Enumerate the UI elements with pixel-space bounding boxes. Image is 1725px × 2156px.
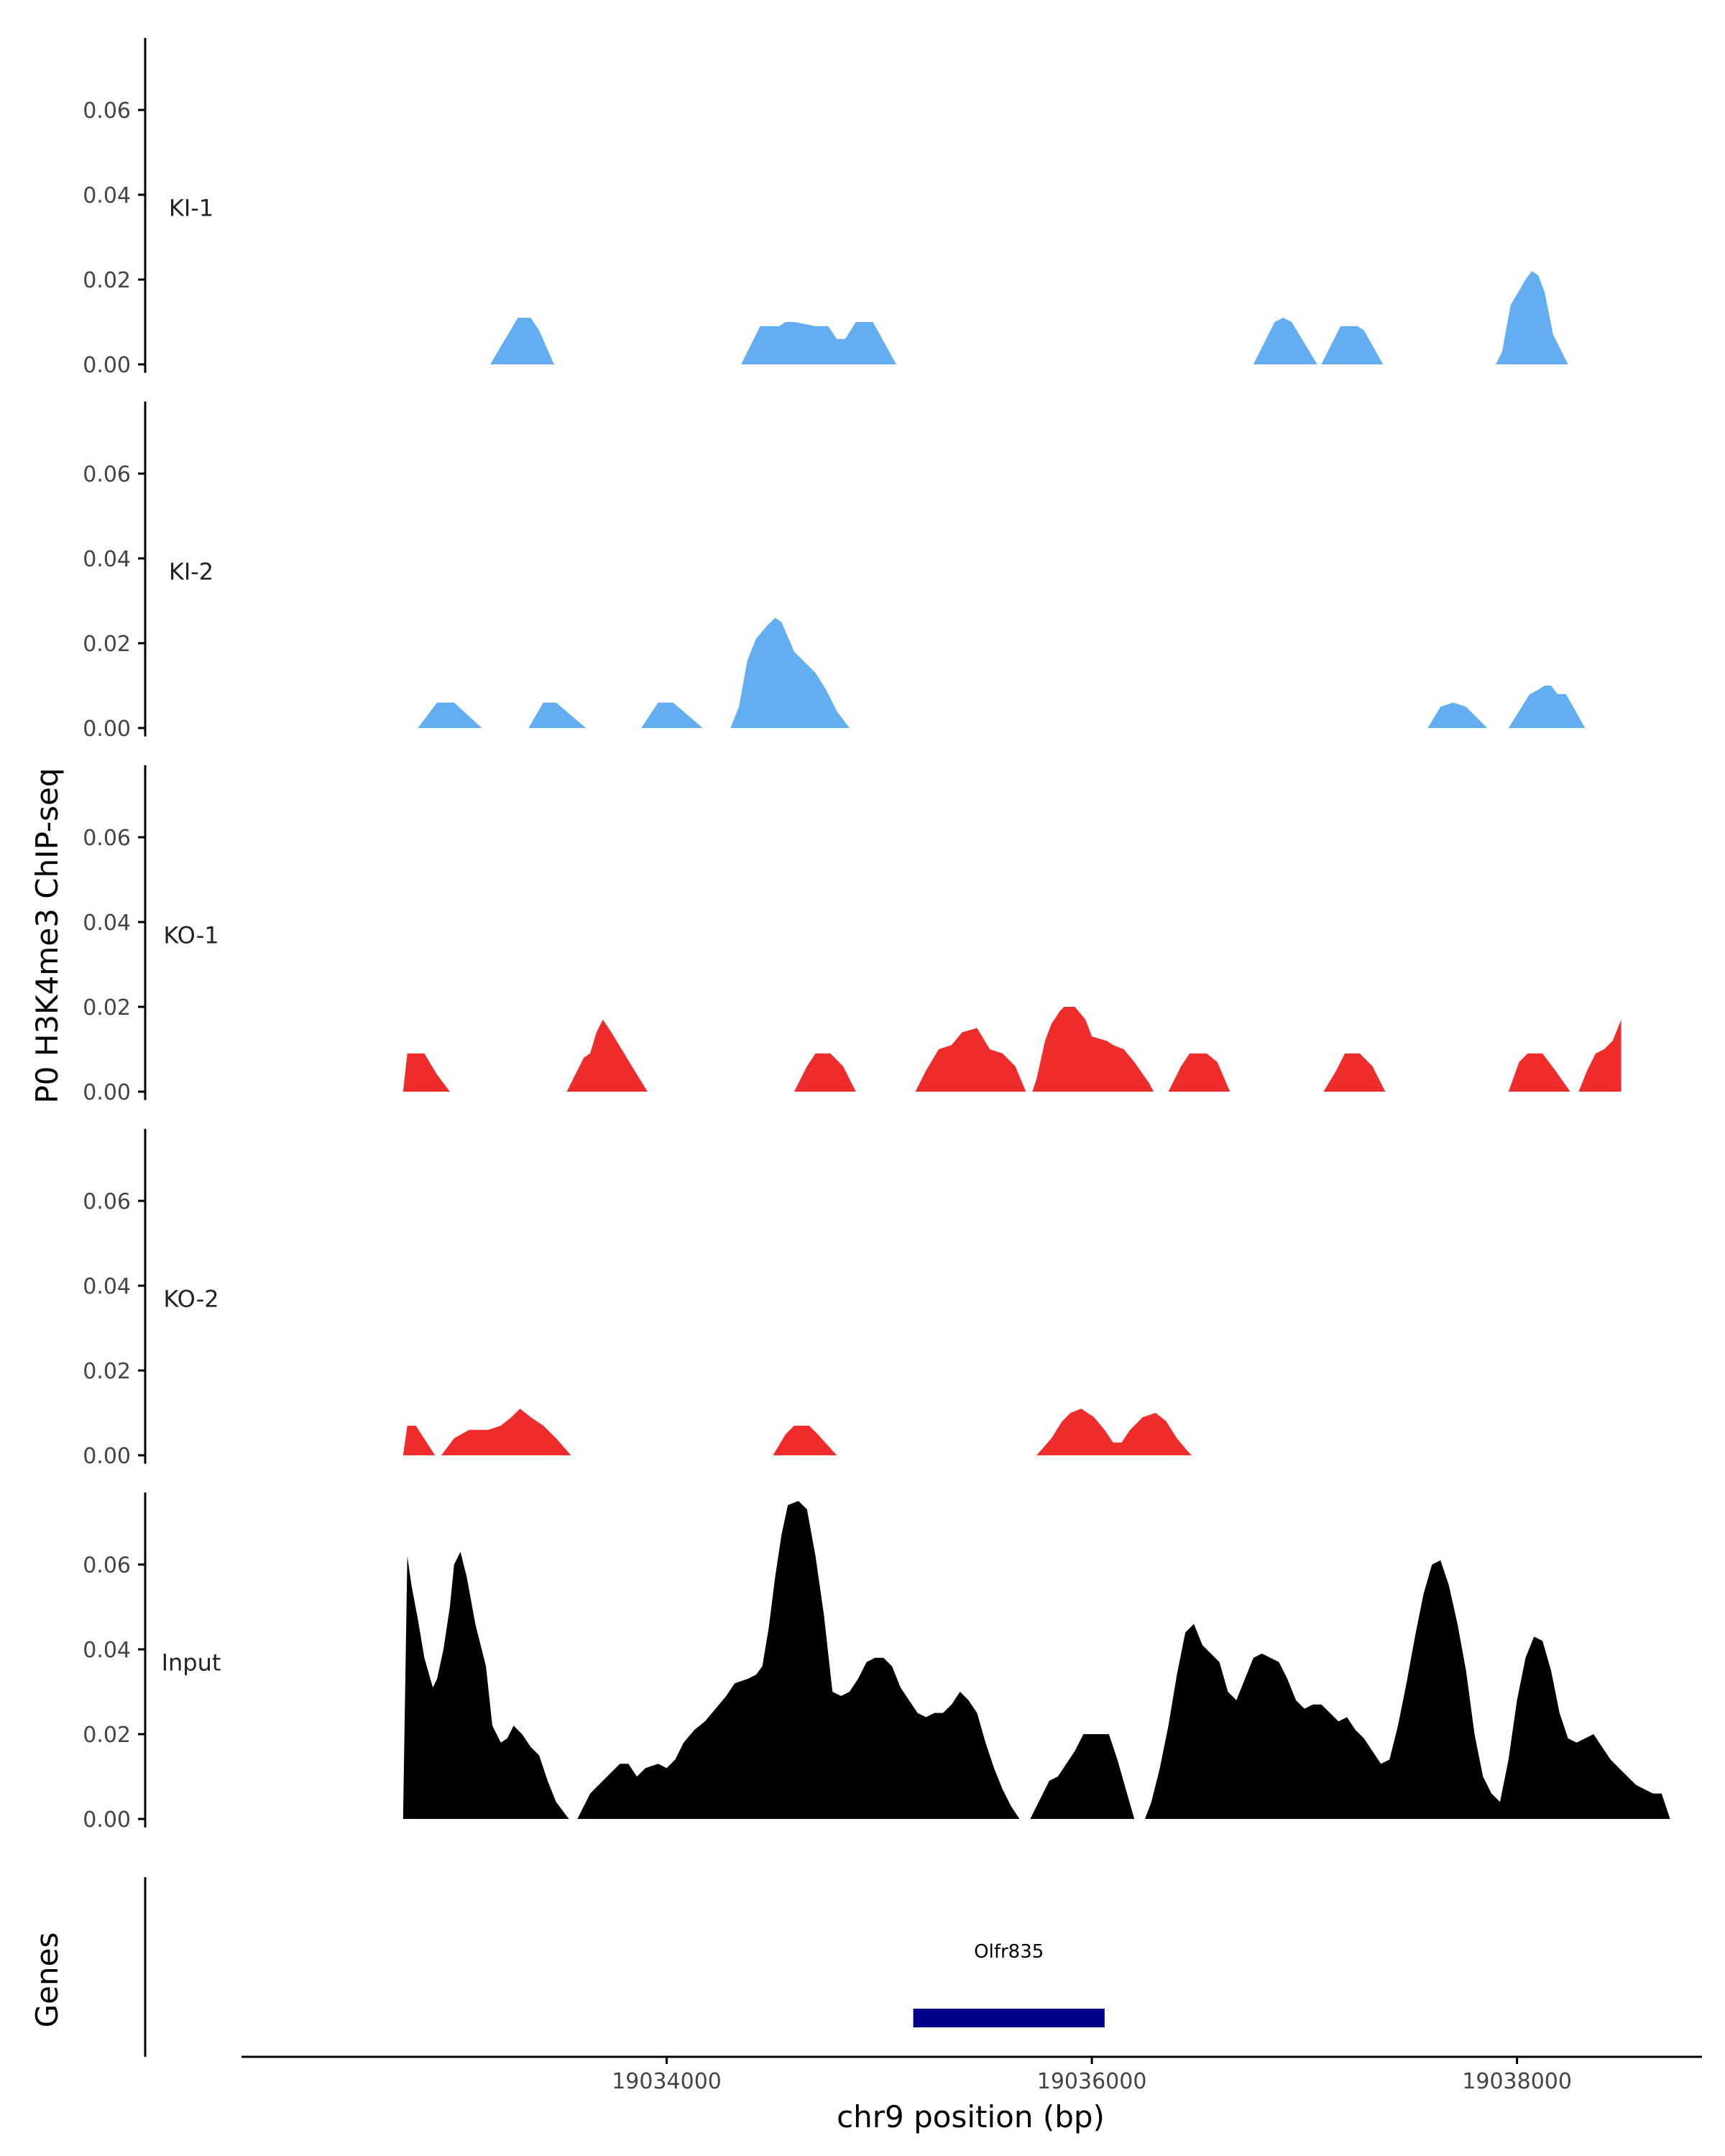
gene-track: Olfr835 <box>144 1877 1105 2057</box>
y-tick-label: 0.00 <box>83 717 131 742</box>
x-tick-label: 19038000 <box>1462 2069 1572 2094</box>
signal-peak <box>1508 1053 1570 1092</box>
signal-peak <box>1168 1053 1230 1092</box>
y-tick-label: 0.06 <box>83 826 131 851</box>
y-tick-label: 0.04 <box>83 1274 131 1299</box>
y-tick-label: 0.02 <box>83 995 131 1021</box>
y-tick-label: 0.02 <box>83 268 131 293</box>
track-label: KI-1 <box>169 195 213 222</box>
y-tick-label: 0.04 <box>83 547 131 572</box>
genes-axis-title: Genes <box>29 1932 65 2028</box>
y-tick-label: 0.06 <box>83 462 131 487</box>
signal-peak <box>528 702 586 728</box>
track-ki-2: 0.00 0.02 0.04 0.06 KI-2 <box>83 401 1586 742</box>
gene-olfr835: Olfr835 <box>913 1941 1105 2027</box>
gene-body <box>913 2009 1105 2027</box>
signal-peak <box>1496 271 1568 364</box>
y-tick-label: 0.02 <box>83 632 131 657</box>
signal-peak <box>1253 318 1317 364</box>
y-tick-label: 0.04 <box>83 183 131 208</box>
signal-peak <box>490 318 554 364</box>
x-axis: 19034000 19036000 19038000 <box>242 2055 1702 2094</box>
signal-peak <box>577 1501 1020 1819</box>
y-tick-label: 0.06 <box>83 1189 131 1215</box>
y-tick-label: 0.00 <box>83 1444 131 1469</box>
y-tick-label: 0.04 <box>83 911 131 936</box>
signal-peak <box>441 1409 571 1455</box>
track-label: KO-2 <box>163 1286 218 1313</box>
track-label: KI-2 <box>169 558 213 586</box>
signal-peak <box>402 1552 569 1819</box>
y-tick-label: 0.06 <box>83 98 131 124</box>
track-label: Input <box>162 1649 221 1677</box>
signal-peak <box>1427 702 1488 728</box>
signal-peak <box>1032 1007 1154 1092</box>
signal-tracks: 0.00 0.02 0.04 0.06 KI-1 0.00 0.02 0.04 0.06 KI-2… <box>83 37 1670 1833</box>
y-tick-label: 0.00 <box>83 353 131 378</box>
y-tick-label: 0.00 <box>83 1080 131 1105</box>
signal-peak <box>1578 1019 1622 1092</box>
track-input: 0.00 0.02 0.04 0.06 Input <box>83 1492 1670 1833</box>
track-ki-1: 0.00 0.02 0.04 0.06 KI-1 <box>83 37 1568 378</box>
x-axis-title: chr9 position (bp) <box>837 2099 1105 2134</box>
y-tick-label: 0.06 <box>83 1553 131 1578</box>
gene-label: Olfr835 <box>974 1941 1044 1963</box>
track-ko-1: 0.00 0.02 0.04 0.06 KO-1 <box>83 765 1622 1105</box>
signal-peak <box>730 617 850 728</box>
signal-peak <box>1321 326 1384 364</box>
track-ko-2: 0.00 0.02 0.04 0.06 KO-2 <box>83 1128 1192 1469</box>
y-axis-title: P0 H3K4me3 ChIP-seq <box>29 768 65 1103</box>
signal-peak <box>402 1053 450 1092</box>
signal-peak <box>1145 1560 1670 1819</box>
signal-peak <box>641 702 703 728</box>
x-tick-label: 19036000 <box>1037 2069 1147 2094</box>
signal-peak <box>402 1425 436 1455</box>
signal-peak <box>915 1028 1026 1092</box>
signal-peak <box>794 1053 856 1092</box>
strand-arrow <box>914 2011 924 2025</box>
signal-peak <box>1030 1734 1135 1819</box>
signal-peak <box>741 322 896 364</box>
x-tick-label: 19034000 <box>612 2069 722 2094</box>
y-tick-label: 0.02 <box>83 1723 131 1748</box>
signal-peak <box>566 1019 648 1092</box>
y-tick-label: 0.00 <box>83 1807 131 1833</box>
signal-peak <box>1323 1053 1386 1092</box>
signal-peak <box>1036 1409 1192 1455</box>
track-label: KO-1 <box>163 922 218 949</box>
y-tick-label: 0.04 <box>83 1638 131 1663</box>
signal-peak <box>773 1425 837 1455</box>
signal-peak <box>1508 686 1586 728</box>
signal-peak <box>418 702 482 728</box>
y-tick-label: 0.02 <box>83 1359 131 1384</box>
